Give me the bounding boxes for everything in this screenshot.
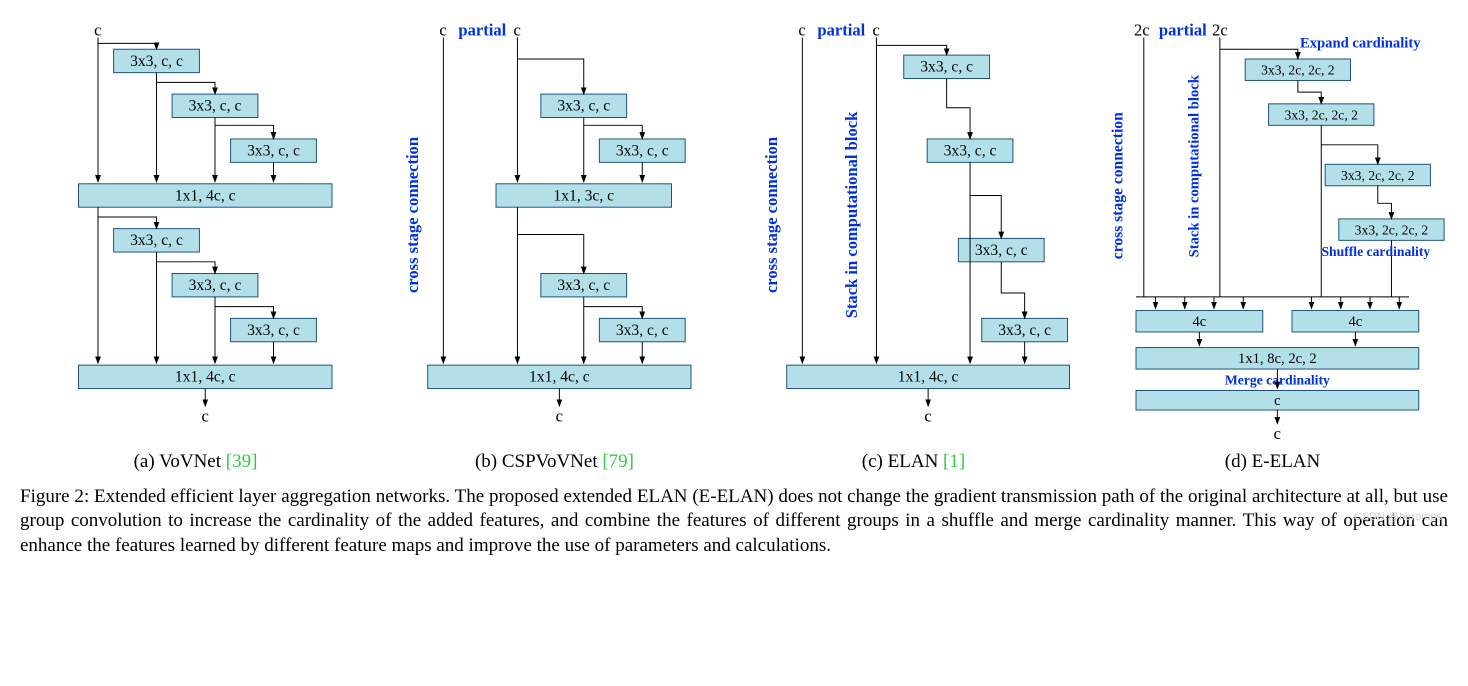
box-gconv-d1-label: 3x3, 2c, 2c, 2 [1261, 63, 1335, 78]
box-conv3-a2-label: 3x3, c, c [189, 98, 242, 115]
box-conv1-b1-label: 1x1, 3c, c [553, 187, 614, 204]
box-gconv-d3-label: 3x3, 2c, 2c, 2 [1341, 168, 1415, 183]
box-conv3-b1-label: 3x3, c, c [557, 98, 610, 115]
label-cross-stage-c: cross stage connection [762, 137, 781, 293]
arrow [215, 125, 274, 139]
box-conv1-a2-label: 1x1, 4c, c [175, 369, 236, 386]
box-conv1-c1-label: 1x1, 4c, c [898, 369, 959, 386]
subcaption-d: (d) E-ELAN [1097, 451, 1448, 473]
box-conv1-a1-label: 1x1, 4c, c [175, 187, 236, 204]
box-conv3-a6-label: 3x3, c, c [247, 322, 300, 339]
label-cross-stage-b: cross stage connection [403, 137, 422, 293]
box-conv3-c1-label: 3x3, c, c [920, 59, 973, 76]
figure-number: Figure 2 [20, 486, 84, 507]
subcaption-c: (c) ELAN [1] [738, 451, 1089, 473]
label-c-b2: c [514, 21, 521, 40]
arrow [215, 307, 274, 319]
box-conv3-b3-label: 3x3, c, c [557, 277, 610, 294]
box-conv1-b2-label: 1x1, 4c, c [529, 369, 590, 386]
panel-a-cite: [39] [226, 451, 258, 472]
box-4c-right-label: 4c [1348, 314, 1362, 330]
arrow [517, 235, 583, 274]
box-conv3-a4-label: 3x3, c, c [130, 232, 183, 249]
figure-caption: Figure 2: Extended efficient layer aggre… [20, 485, 1448, 558]
panels-row: c 3x3, c, c 3x3, c, c 3x3, c, c 1x1, 4c,… [20, 20, 1448, 473]
label-partial-b: partial [458, 21, 506, 40]
panel-b-cite: [79] [602, 451, 634, 472]
label-partial-c: partial [817, 21, 865, 40]
panel-a: c 3x3, c, c 3x3, c, c 3x3, c, c 1x1, 4c,… [20, 20, 371, 473]
box-conv3-a1-label: 3x3, c, c [130, 53, 183, 70]
label-c-c2: c [873, 21, 880, 40]
arrow [947, 79, 970, 139]
arrow [1378, 186, 1392, 219]
panel-b: c partial c cross stage connection 3x3, … [379, 20, 730, 473]
label-c-out-c: c [924, 407, 931, 426]
box-conv3-c4-label: 3x3, c, c [998, 322, 1051, 339]
panel-c-label: (c) ELAN [862, 451, 943, 472]
arrow [1321, 145, 1378, 165]
label-c-out-b: c [556, 407, 563, 426]
label-c-c1: c [798, 21, 805, 40]
box-gconv-d4-label: 3x3, 2c, 2c, 2 [1355, 222, 1429, 237]
panel-c-cite: [1] [943, 451, 965, 472]
label-2c-d1: 2c [1134, 21, 1150, 40]
arrow [1298, 80, 1321, 103]
panel-d-label: (d) E-ELAN [1225, 451, 1321, 472]
box-conv3-a5-label: 3x3, c, c [189, 277, 242, 294]
label-c-b1: c [439, 21, 446, 40]
arrow [98, 217, 157, 229]
box-gconv-d2-label: 3x3, 2c, 2c, 2 [1285, 107, 1359, 122]
box-conv3-b2-label: 3x3, c, c [616, 143, 669, 160]
box-conv3-b4-label: 3x3, c, c [616, 322, 669, 339]
arrow [517, 59, 583, 94]
arrow [584, 125, 643, 139]
arrow [157, 82, 216, 94]
label-shuffle-card: Shuffle cardinality [1321, 244, 1430, 259]
panel-c: c partial c cross stage connection Stack… [738, 20, 1089, 473]
arrow [970, 196, 1001, 239]
subcaption-a: (a) VoVNet [39] [20, 451, 371, 473]
arrow [98, 43, 157, 49]
label-2c-d2: 2c [1212, 21, 1228, 40]
arrow [1001, 262, 1024, 319]
arrow [1220, 49, 1298, 59]
panel-a-label: (a) VoVNet [134, 451, 226, 472]
arrow [584, 307, 643, 319]
box-conv3-a3-label: 3x3, c, c [247, 143, 300, 160]
watermark: CSDN @heromps [1354, 511, 1442, 523]
label-stack-block-c: Stack in computational block [842, 111, 861, 318]
panel-b-label: (b) CSPVoVNet [475, 451, 602, 472]
box-4c-left-label: 4c [1192, 314, 1206, 330]
arrow [157, 262, 216, 274]
label-stack-block-d: Stack in computational block [1186, 74, 1202, 257]
label-expand-card: Expand cardinality [1300, 35, 1421, 51]
label-partial-d: partial [1159, 21, 1207, 40]
box-conv3-c3-label: 3x3, c, c [975, 242, 1028, 259]
subcaption-b: (b) CSPVoVNet [79] [379, 451, 730, 473]
label-c-bottom-d: c [1274, 424, 1281, 443]
label-cross-stage-d: cross stage connection [1109, 112, 1126, 259]
label-c-out: c [202, 407, 209, 426]
arrow [876, 45, 946, 55]
label-c: c [94, 21, 101, 40]
box-c-out-label: c [1274, 393, 1281, 409]
caption-body: Extended efficient layer aggregation net… [20, 486, 1448, 556]
box-conv1-d-label: 1x1, 8c, 2c, 2 [1238, 351, 1317, 367]
box-conv3-c2-label: 3x3, c, c [944, 143, 997, 160]
panel-d: 2c partial 2c Expand cardinality cross s… [1097, 20, 1448, 473]
